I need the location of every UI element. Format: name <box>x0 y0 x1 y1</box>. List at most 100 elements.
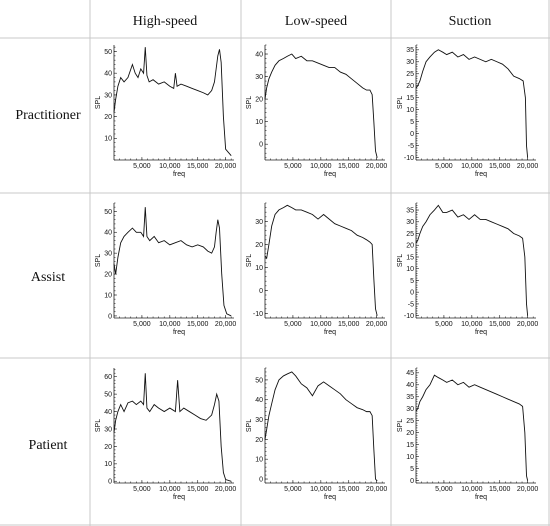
y-tick-label: 20 <box>104 444 112 451</box>
y-tick-label: 0 <box>410 478 414 485</box>
x-tick-label: 20,000 <box>215 486 237 493</box>
x-tick-label: 10,000 <box>310 321 332 328</box>
column-header-low-speed: Low-speed <box>285 14 347 29</box>
y-tick-label: 45 <box>406 370 414 377</box>
x-tick-label: 5,000 <box>435 163 453 170</box>
y-tick-label: 20 <box>255 242 263 249</box>
x-tick-label: 15,000 <box>489 321 511 328</box>
spl-curve-assist-suction <box>415 204 529 316</box>
row-label-practitioner: Practitioner <box>15 108 81 123</box>
y-tick-label: 0 <box>108 313 112 320</box>
y-tick-label: 40 <box>104 230 112 237</box>
y-tick-label: 10 <box>406 266 414 273</box>
y-tick-label: 15 <box>406 95 414 102</box>
x-tick-label: 10,000 <box>461 321 483 328</box>
x-axis-label: freq <box>324 171 336 178</box>
y-tick-label: 40 <box>104 71 112 78</box>
column-header-suction: Suction <box>449 14 492 29</box>
y-tick-label: 30 <box>255 219 263 226</box>
x-tick-label: 5,000 <box>284 321 302 328</box>
y-tick-label: 40 <box>255 397 263 404</box>
row-label-assist: Assist <box>31 270 65 285</box>
y-tick-label: 35 <box>406 394 414 401</box>
y-tick-label: 30 <box>104 426 112 433</box>
y-axis-label: SPL <box>397 419 404 432</box>
x-tick-label: 10,000 <box>310 163 332 170</box>
y-tick-label: 20 <box>104 114 112 121</box>
y-tick-label: 0 <box>410 290 414 297</box>
y-tick-label: 50 <box>104 49 112 56</box>
x-tick-label: 10,000 <box>159 486 181 493</box>
x-axis-label: freq <box>173 494 185 501</box>
x-axis-label: freq <box>475 329 487 336</box>
y-tick-label: 25 <box>406 71 414 78</box>
y-tick-label: 20 <box>255 437 263 444</box>
x-tick-label: 5,000 <box>133 163 151 170</box>
x-tick-label: 20,000 <box>517 486 539 493</box>
spl-curve-practitioner-high-speed <box>113 47 232 156</box>
x-tick-label: 20,000 <box>366 321 388 328</box>
y-axis-label: SPL <box>397 254 404 267</box>
y-tick-label: -10 <box>253 311 263 318</box>
y-tick-label: 30 <box>104 92 112 99</box>
y-tick-label: 0 <box>259 288 263 295</box>
y-tick-label: 40 <box>406 382 414 389</box>
y-tick-label: -10 <box>404 313 414 320</box>
chart-assist-low-speed: -10 0 10 20 30 5,000 10,000 15,000 20,000 freq SPL <box>246 202 388 336</box>
x-tick-label: 10,000 <box>159 321 181 328</box>
x-axis-label: freq <box>324 329 336 336</box>
y-tick-label: 10 <box>406 454 414 461</box>
y-tick-label: 30 <box>406 406 414 413</box>
chart-patient-high-speed: 0 10 20 30 40 50 60 5,000 10,000 15,000 20,000 freq… <box>95 368 236 501</box>
spl-curve-practitioner-suction <box>415 49 529 158</box>
x-tick-label: 15,000 <box>338 486 360 493</box>
y-axis-label: SPL <box>95 96 102 109</box>
y-axis-label: SPL <box>95 254 102 267</box>
y-tick-label: 20 <box>406 243 414 250</box>
x-tick-label: 5,000 <box>133 321 151 328</box>
y-tick-label: 10 <box>104 461 112 468</box>
x-axis-label: freq <box>173 171 185 178</box>
x-tick-label: 5,000 <box>284 163 302 170</box>
y-axis-label: SPL <box>397 96 404 109</box>
x-tick-label: 15,000 <box>187 486 209 493</box>
y-tick-label: 30 <box>255 417 263 424</box>
chart-practitioner-suction: -10 -5 0 5 10 15 20 25 30 35 5,000 10,000 15,000 20,0… <box>397 44 539 178</box>
y-tick-label: 10 <box>255 457 263 464</box>
spl-curve-assist-low-speed <box>264 204 378 316</box>
y-tick-label: 10 <box>104 136 112 143</box>
y-tick-label: 10 <box>104 292 112 299</box>
y-tick-label: -10 <box>404 155 414 162</box>
x-tick-label: 20,000 <box>517 163 539 170</box>
y-axis-label: SPL <box>246 96 253 109</box>
y-tick-label: 25 <box>406 231 414 238</box>
x-tick-label: 20,000 <box>215 321 237 328</box>
x-tick-label: 20,000 <box>517 321 539 328</box>
spl-curve-practitioner-low-speed <box>264 53 378 158</box>
y-tick-label: 60 <box>104 374 112 381</box>
y-tick-label: 30 <box>406 219 414 226</box>
chart-assist-high-speed: 0 10 20 30 40 50 5,000 10,000 15,000 20,000 freq SP… <box>95 202 237 336</box>
y-tick-label: 0 <box>259 142 263 149</box>
y-tick-label: 20 <box>255 97 263 104</box>
row-label-patient: Patient <box>29 438 68 453</box>
x-tick-label: 15,000 <box>338 321 360 328</box>
x-tick-label: 15,000 <box>338 163 360 170</box>
y-tick-label: 5 <box>410 278 414 285</box>
y-tick-label: 35 <box>406 207 414 214</box>
chart-practitioner-high-speed: 10 20 30 40 50 5,000 10,000 15,000 20,000 freq SPL <box>95 45 236 178</box>
y-tick-label: 10 <box>406 107 414 114</box>
x-tick-label: 15,000 <box>187 321 209 328</box>
y-tick-label: 40 <box>104 409 112 416</box>
y-tick-label: 5 <box>410 466 414 473</box>
x-tick-label: 15,000 <box>187 163 209 170</box>
x-tick-label: 20,000 <box>366 163 388 170</box>
y-tick-label: 0 <box>108 479 112 486</box>
column-header-high-speed: High-speed <box>133 14 198 29</box>
y-tick-label: 30 <box>406 59 414 66</box>
y-tick-label: 50 <box>255 377 263 384</box>
x-axis-label: freq <box>475 494 487 501</box>
x-tick-label: 5,000 <box>284 486 302 493</box>
y-tick-label: 40 <box>255 51 263 58</box>
chart-patient-suction: 0 5 10 15 20 25 30 35 40 45 5,000 10,000 15,000 20,00… <box>397 367 539 501</box>
